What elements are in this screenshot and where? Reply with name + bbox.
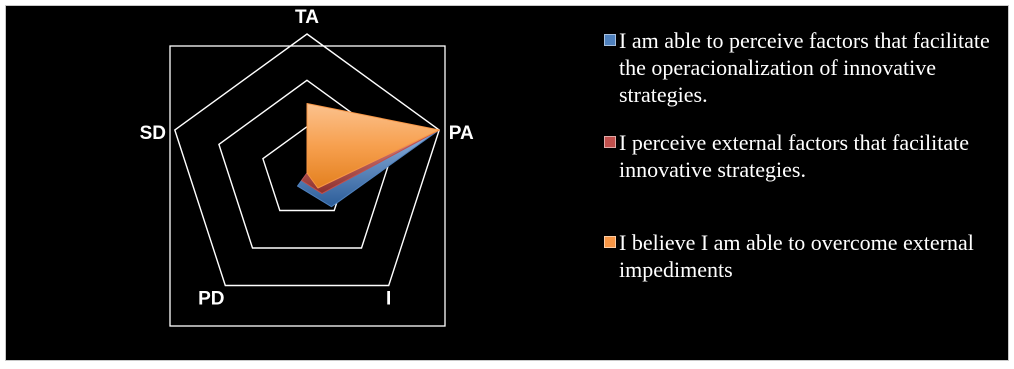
- legend-label-series-3: I believe I am able to overcome external…: [619, 230, 974, 282]
- axis-label-ta: TA: [295, 7, 319, 28]
- legend-swatch-series-1: [604, 34, 616, 46]
- chart-frame: [5, 5, 1009, 361]
- legend-item-series-3: I believe I am able to overcome external…: [604, 229, 994, 283]
- legend-item-series-2: I perceive external factors that facilit…: [604, 129, 994, 183]
- legend-label-series-2: I perceive external factors that facilit…: [619, 130, 969, 182]
- legend-label-series-1: I am able to perceive factors that facil…: [619, 28, 990, 107]
- legend-item-series-1: I am able to perceive factors that facil…: [604, 27, 994, 108]
- plot-area-border: [169, 45, 446, 327]
- axis-label-i: I: [386, 289, 391, 310]
- axis-label-pa: PA: [449, 123, 474, 144]
- grid-ring-3: [173, 33, 441, 287]
- legend-swatch-series-3: [604, 236, 616, 248]
- legend-swatch-series-2: [604, 136, 616, 148]
- axis-label-sd: SD: [140, 123, 166, 144]
- series-area-3: [306, 103, 440, 189]
- axis-label-pd: PD: [198, 289, 224, 310]
